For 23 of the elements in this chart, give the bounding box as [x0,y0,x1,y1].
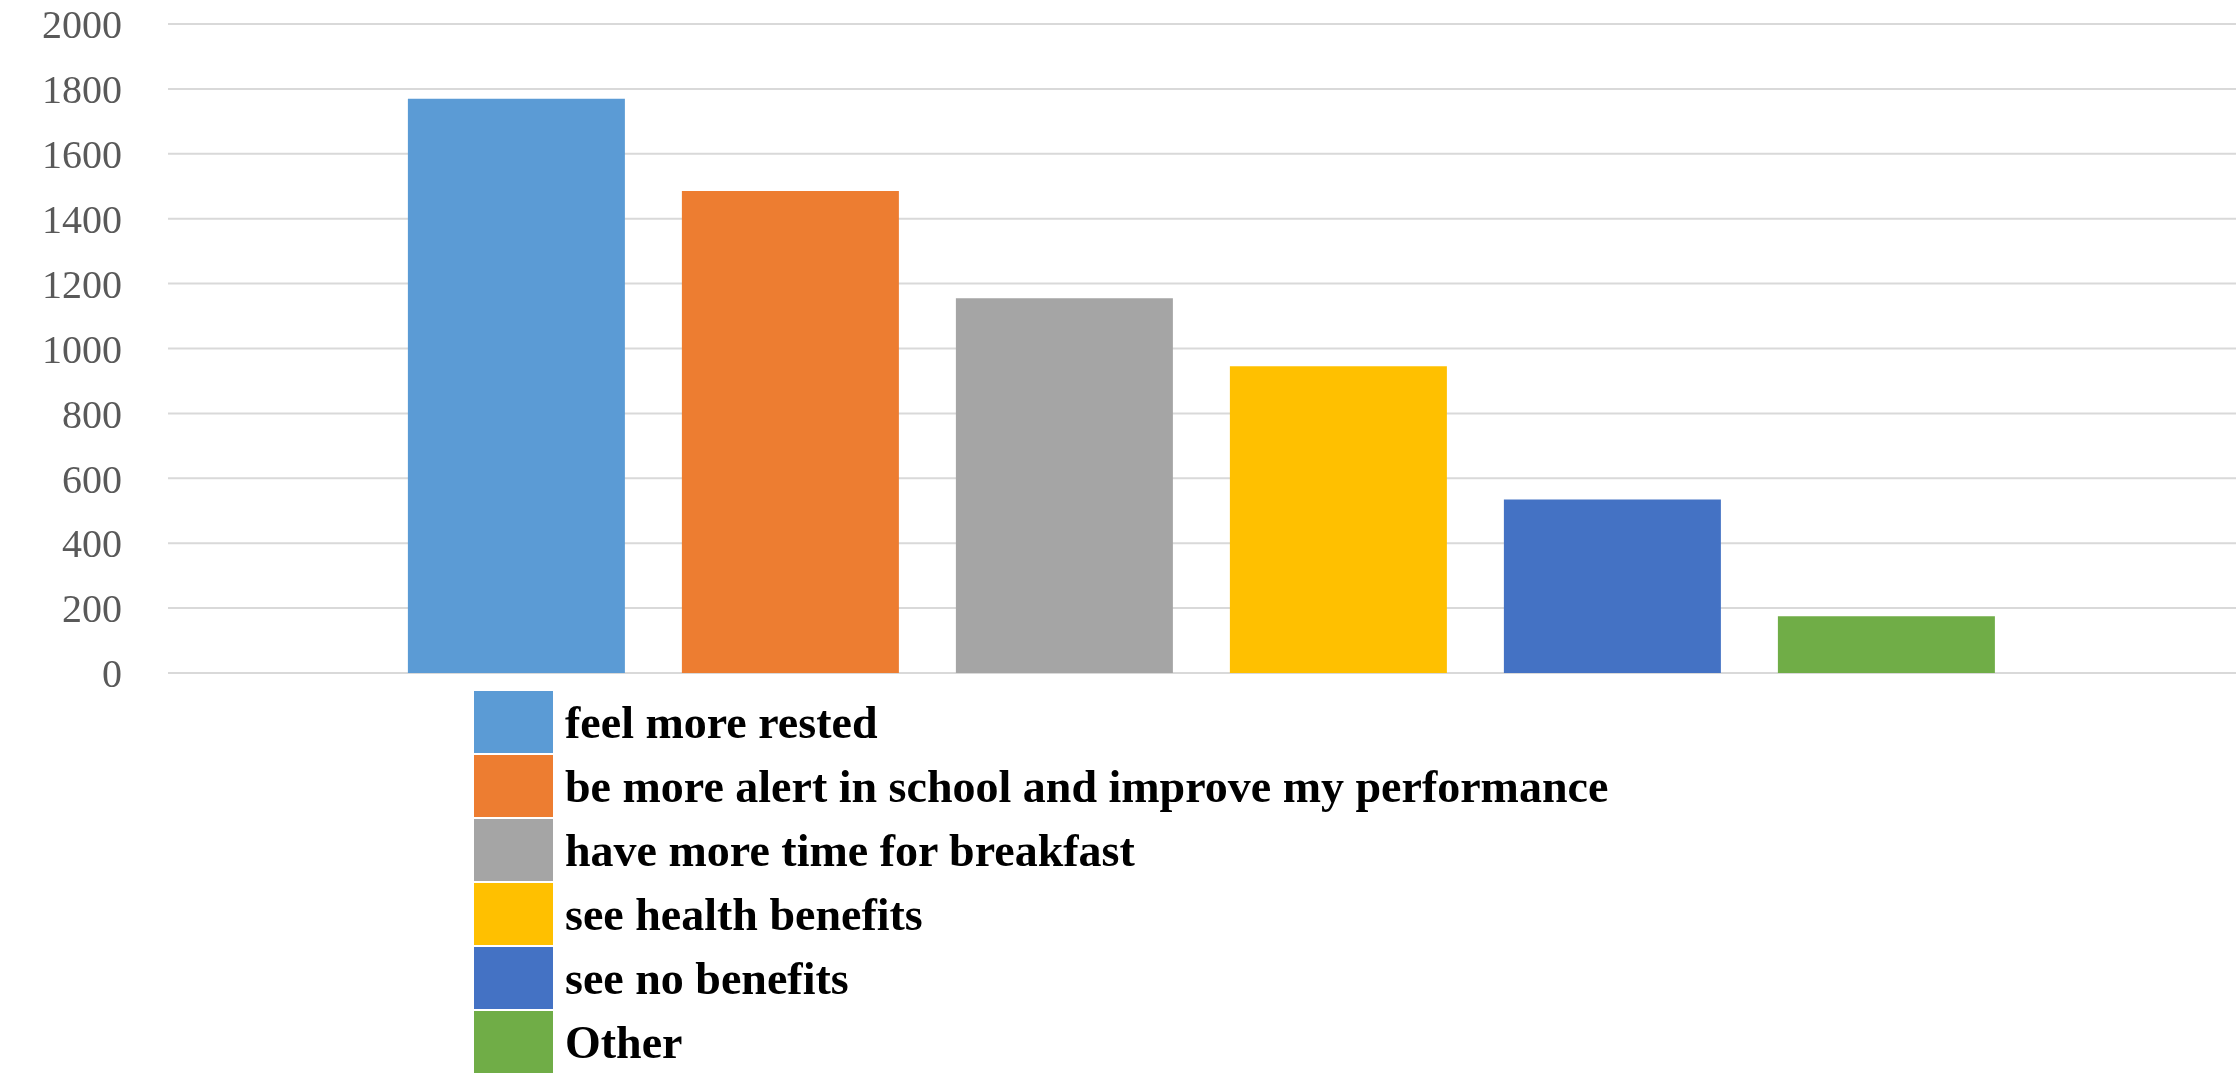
y-tick-label: 1600 [42,132,122,177]
bar [1503,499,1721,673]
legend-label: have more time for breakfast [565,823,1135,877]
y-tick-label: 1200 [42,261,122,307]
legend-label: see no benefits [565,951,849,1005]
bar [1777,616,1995,673]
y-tick-label: 1000 [42,326,122,372]
legend-label: feel more rested [565,695,878,749]
y-tick-label: 1400 [42,196,122,242]
bar [1229,366,1447,673]
y-tick-label: 0 [102,651,122,697]
legend-label: be more alert in school and improve my performance [565,759,1609,813]
legend-label: see health benefits [565,887,923,941]
bar [955,298,1173,673]
y-tick-label: 200 [62,586,122,632]
legend-label: Other [565,1015,683,1069]
bar [681,191,899,673]
y-tick-label: 600 [62,456,122,502]
y-tick-label: 800 [62,391,122,437]
y-tick-label: 1800 [42,67,122,113]
y-tick-label: 400 [62,521,122,567]
bar [407,98,625,673]
y-tick-label: 2000 [42,2,122,48]
